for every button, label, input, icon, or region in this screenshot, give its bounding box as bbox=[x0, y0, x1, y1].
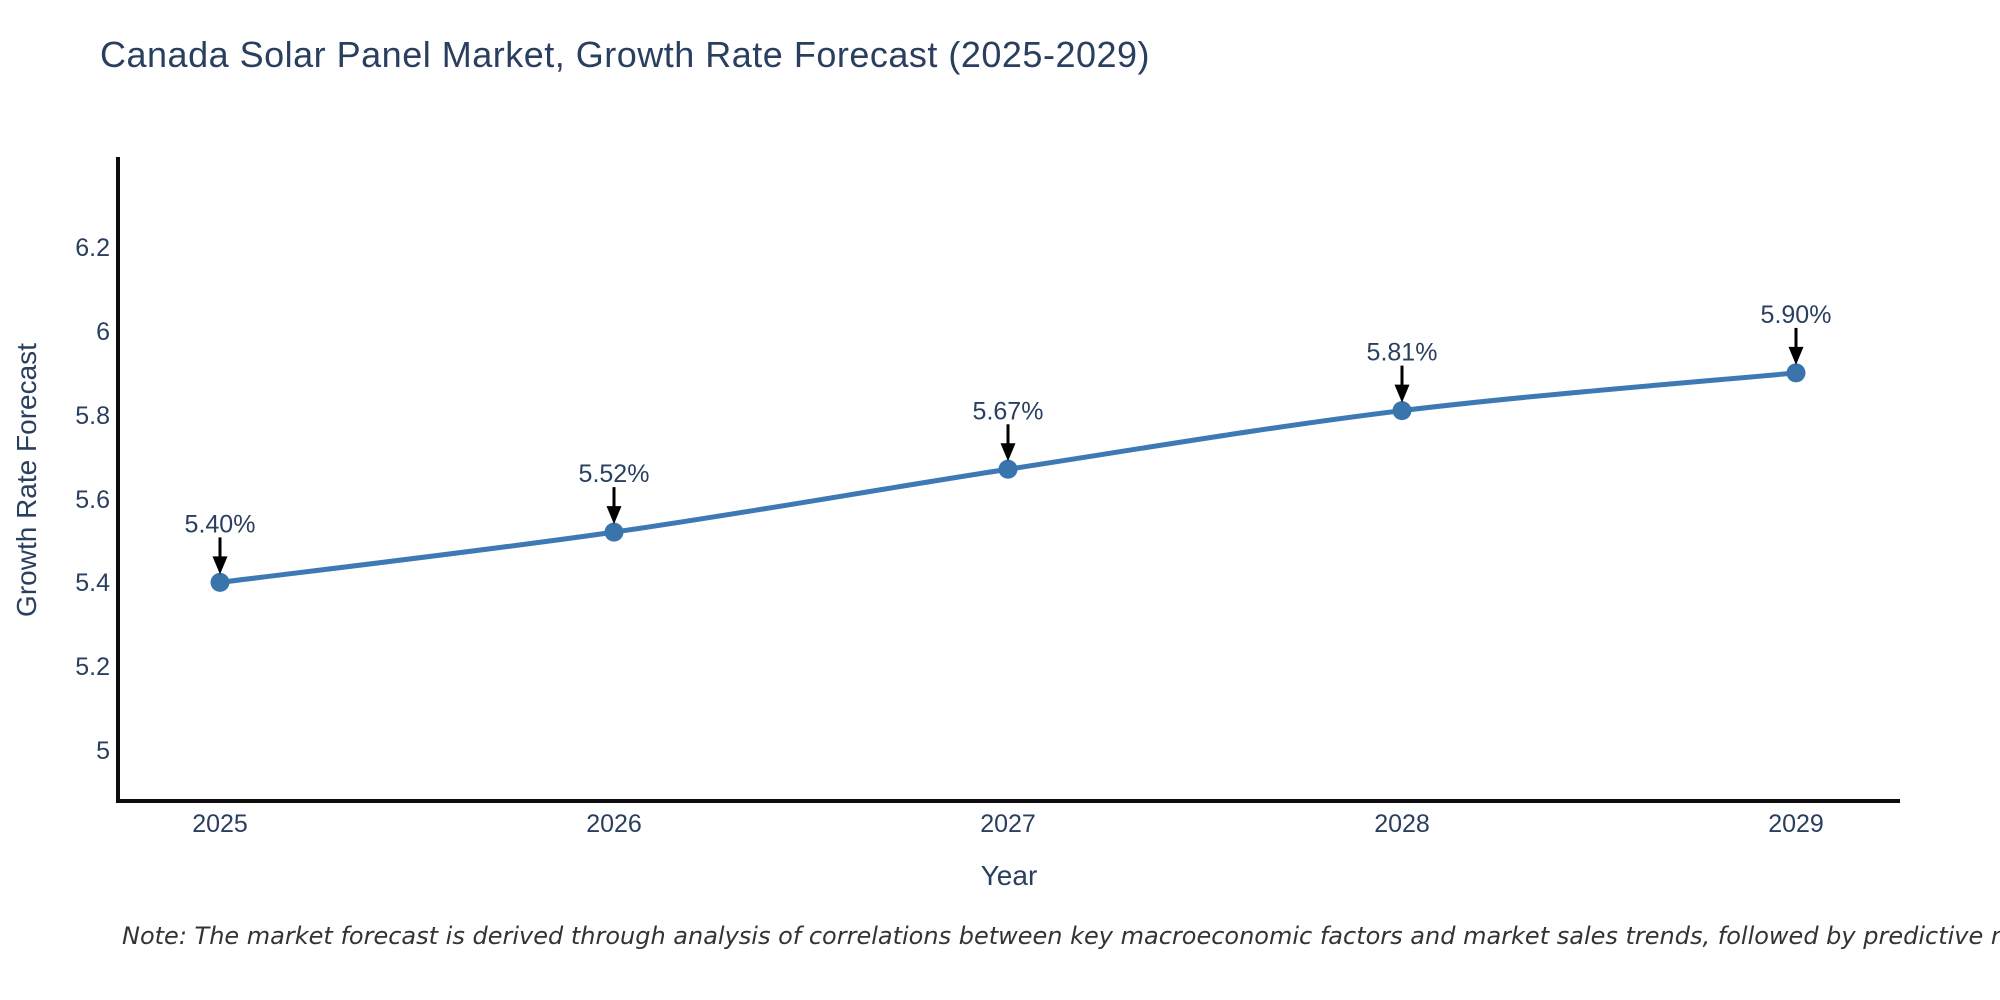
y-tick-labels: 6.2 6 5.8 5.6 5.4 5.2 5 bbox=[75, 234, 110, 765]
y-tick: 5.8 bbox=[75, 402, 110, 430]
y-tick: 5 bbox=[96, 737, 110, 765]
y-tick: 5.6 bbox=[75, 486, 110, 514]
y-tick: 5.2 bbox=[75, 653, 110, 681]
series-layer: 5.40% 5.52% 5.67% 5.81% 5.90% bbox=[185, 301, 1832, 592]
annotation-arrowhead bbox=[606, 506, 622, 525]
data-point-marker bbox=[998, 459, 1018, 479]
point-label: 5.52% bbox=[579, 460, 650, 488]
x-tick: 2029 bbox=[1768, 810, 1824, 838]
y-tick: 6.2 bbox=[75, 234, 110, 262]
annotation-arrowhead bbox=[212, 556, 228, 575]
data-point-marker bbox=[1392, 401, 1412, 421]
data-point-marker bbox=[1786, 363, 1806, 383]
chart-title: Canada Solar Panel Market, Growth Rate F… bbox=[100, 34, 1151, 75]
x-tick: 2028 bbox=[1374, 810, 1430, 838]
annotation-arrowhead bbox=[1788, 346, 1804, 365]
y-tick: 6 bbox=[96, 318, 110, 346]
footnote: Note: The market forecast is derived thr… bbox=[122, 922, 2000, 950]
x-axis-title: Year bbox=[981, 860, 1038, 891]
y-tick: 5.4 bbox=[75, 569, 110, 597]
data-point-marker bbox=[210, 572, 230, 592]
x-tick: 2026 bbox=[586, 810, 642, 838]
point-label: 5.81% bbox=[1367, 339, 1438, 367]
annotation-arrowhead bbox=[1000, 443, 1016, 462]
point-label: 5.67% bbox=[973, 397, 1044, 425]
point-label: 5.40% bbox=[185, 510, 256, 538]
x-tick-labels: 2025 2026 2027 2028 2029 bbox=[192, 810, 1824, 838]
x-tick: 2027 bbox=[980, 810, 1036, 838]
annotation-arrowhead bbox=[1394, 384, 1410, 403]
y-axis-title: Growth Rate Forecast bbox=[11, 343, 42, 617]
x-tick: 2025 bbox=[192, 810, 248, 838]
point-label: 5.90% bbox=[1761, 301, 1832, 329]
data-point-marker bbox=[604, 522, 624, 542]
